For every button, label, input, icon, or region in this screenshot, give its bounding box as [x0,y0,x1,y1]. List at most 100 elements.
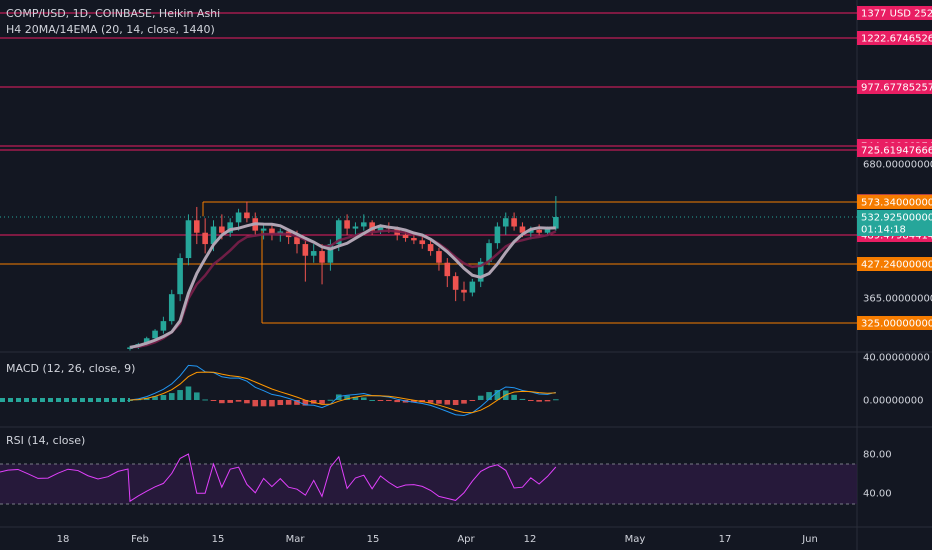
current-price-countdown: 01:14:18 [861,225,906,236]
macd-histogram-bar [436,400,442,404]
price-scale-label: 365.00000000 [863,294,932,305]
candle-body [427,244,434,252]
candle-body [528,229,534,233]
macd-histogram-bar [319,400,325,404]
date-tick-label[interactable]: Mar [286,534,306,545]
macd-histogram-bar [519,398,526,400]
date-tick-label[interactable]: Jun [801,534,818,545]
price-axis-labels[interactable]: 1377 USD 25271222.67465269977.6778525774… [857,6,932,500]
ema-line [129,229,557,349]
macd-histogram-bar [544,400,551,402]
candle-body [452,276,459,290]
candle-body [152,330,158,339]
price-label-text: 573.34000000 [861,198,932,209]
current-price-value: 532.92500000 [861,213,932,224]
macd-histogram-bar [143,397,150,400]
candle-body [344,220,350,229]
macd-histogram-bar [285,400,292,405]
date-tick-label[interactable]: 18 [57,534,70,545]
macd-histogram-bar [536,400,542,402]
level-price-label[interactable]: 573.34000000 [857,195,932,209]
candle-body [469,281,476,293]
candle-body [227,222,233,233]
price-label-bg [857,316,932,330]
date-tick-label[interactable]: May [625,534,646,545]
candle-body [553,216,559,229]
price-label-text: 1377 USD 2527 [861,9,932,20]
level-price-label[interactable]: 725.61947666 [857,143,932,157]
price-label-bg [857,80,932,94]
price-label-text: 725.61947666 [861,146,932,157]
macd-legend[interactable]: MACD (12, 26, close, 9) [6,362,135,375]
level-price-label[interactable]: 977.67785257 [857,80,932,94]
macd-histogram-bar [444,400,451,405]
macd-histogram-bar [394,400,400,403]
price-label-bg [857,143,932,157]
date-tick-label[interactable]: Feb [131,534,149,545]
price-label-bg [857,31,932,45]
macd-scale-label: 0.00000000 [863,396,923,407]
level-price-label[interactable]: 325.00000000 [857,316,932,330]
macd-histogram-bar [235,400,242,402]
macd-histogram-bar [294,400,300,405]
level-price-label[interactable]: 1377 USD 2527 [857,6,932,20]
macd-pane [0,364,559,417]
candle-body [194,220,200,233]
candle-body [310,251,317,256]
macd-scale-label: 40.00000000 [863,353,930,364]
macd-histogram-bar [386,400,392,401]
candle-body [219,226,225,233]
candle-body [519,226,526,233]
time-axis[interactable]: 18 Feb 15 Mar 15 Apr 12 May 17 Jun [57,534,818,545]
candle-body [461,289,467,293]
indicator-legend[interactable]: H4 20MA/14EMA (20, 14, close, 1440) [6,23,215,36]
macd-histogram-bar [369,399,375,401]
macd-histogram-bar [461,400,467,404]
macd-histogram-bar [327,399,334,401]
macd-histogram-bar [469,400,476,401]
macd-histogram-bar [277,400,284,406]
price-scale-label: 680.00000000 [863,160,932,171]
macd-histogram-bar [352,396,359,400]
candle-body [260,228,267,231]
candle-body [419,240,426,245]
candle-body [160,321,167,331]
macd-histogram-bar [411,400,417,403]
date-tick-label[interactable]: Apr [457,534,475,545]
price-label-text: 977.67785257 [861,83,932,94]
candle-body [294,237,300,245]
candle-body [210,226,217,245]
rsi-pane [0,453,557,503]
date-tick-label[interactable]: 15 [367,534,380,545]
rsi-legend[interactable]: RSI (14, close) [6,434,85,447]
rsi-line [0,453,557,503]
macd-histogram-bar [302,400,309,406]
macd-histogram-bar [553,399,559,401]
macd-histogram-bar [152,396,158,400]
price-label-text: 427.24000000 [861,260,932,271]
date-tick-label[interactable]: 15 [212,534,225,545]
macd-histogram-bar [194,392,200,400]
macd-histogram-bar [177,390,183,400]
candle-body [402,234,409,239]
macd-histogram-bar [185,386,192,400]
moving-averages [129,222,557,349]
candle-body [494,226,501,244]
candle-body [177,258,183,295]
date-tick-label[interactable]: 12 [524,534,537,545]
macd-histogram-bar [168,393,175,400]
candle-body [502,218,509,227]
candle-body [127,347,133,349]
level-price-label[interactable]: 427.24000000 [857,257,932,271]
rsi-scale-label: 80.00 [863,450,892,461]
candle-body [302,244,309,256]
horizontal-levels [0,12,857,324]
candle-body [486,243,492,262]
symbol-legend[interactable]: COMP/USD, 1D, COINBASE, Heikin Ashi [6,7,220,20]
date-tick-label[interactable]: 17 [719,534,732,545]
signal-line [129,371,556,414]
